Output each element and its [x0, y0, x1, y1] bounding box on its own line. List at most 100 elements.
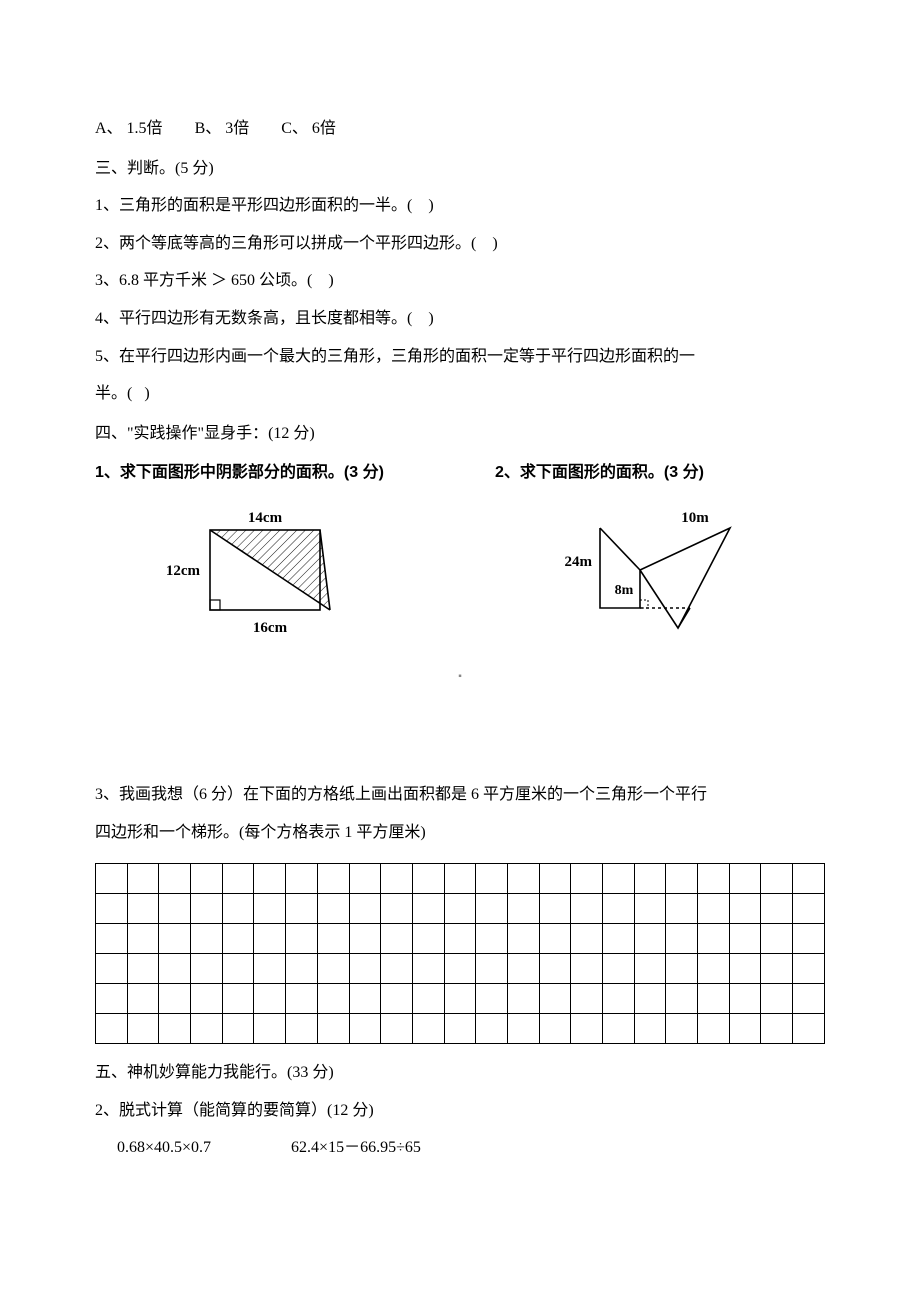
grid-cell	[381, 984, 413, 1014]
grid-cell	[571, 894, 603, 924]
grid-cell	[412, 864, 444, 894]
grid-cell	[127, 894, 159, 924]
figure-2-wrap: 10m 24m 8m	[495, 500, 825, 650]
grid-cell	[381, 864, 413, 894]
grid-cell	[698, 954, 730, 984]
grid-cell	[317, 924, 349, 954]
section-3-title: 三、判断。(5 分)	[95, 150, 825, 188]
grid-cell	[444, 924, 476, 954]
grid-cell	[96, 984, 128, 1014]
grid-cell	[476, 864, 508, 894]
grid-cell	[96, 894, 128, 924]
grid-cell	[666, 894, 698, 924]
grid-cell	[793, 1014, 825, 1044]
grid-cell	[761, 924, 793, 954]
grid-cell	[729, 984, 761, 1014]
grid-cell	[317, 984, 349, 1014]
grid-cell	[666, 864, 698, 894]
grid-cell	[317, 954, 349, 984]
grid-cell	[254, 954, 286, 984]
s4-sub1: 1、求下面图形中阴影部分的面积。(3 分)	[95, 454, 425, 492]
grid-cell	[539, 954, 571, 984]
expr-2: 62.4×15－66.95÷65	[291, 1129, 421, 1167]
grid-cell	[317, 1014, 349, 1044]
fig2-top-label: 10m	[681, 510, 709, 526]
grid-cell	[666, 924, 698, 954]
grid-cell	[222, 894, 254, 924]
grid-cell	[96, 954, 128, 984]
mc-opt-b: B、 3倍	[195, 120, 250, 137]
grid-cell	[286, 954, 318, 984]
grid-cell	[254, 1014, 286, 1044]
grid-cell	[634, 924, 666, 954]
grid-cell	[381, 1014, 413, 1044]
grid-cell	[539, 1014, 571, 1044]
grid-cell	[286, 924, 318, 954]
figure-1-wrap: 14cm 12cm 16cm	[95, 500, 425, 650]
grid-cell	[159, 864, 191, 894]
fig1-top-label: 14cm	[248, 510, 283, 526]
figure-row: 1、求下面图形中阴影部分的面积。(3 分) 14cm	[95, 454, 825, 650]
figure-1-svg: 14cm 12cm 16cm	[140, 500, 380, 650]
grid-cell	[444, 894, 476, 924]
mc-opt-a: A、 1.5倍	[95, 120, 163, 137]
grid-cell	[444, 1014, 476, 1044]
grid-cell	[222, 1014, 254, 1044]
grid-cell	[349, 954, 381, 984]
grid-cell	[571, 1014, 603, 1044]
grid-cell	[571, 864, 603, 894]
grid-cell	[603, 984, 635, 1014]
grid-cell	[254, 924, 286, 954]
grid-cell	[634, 984, 666, 1014]
grid-cell	[159, 894, 191, 924]
grid-cell	[254, 864, 286, 894]
s3-q2: 2、两个等底等高的三角形可以拼成一个平形四边形。( )	[95, 225, 825, 263]
mc-options-row: A、 1.5倍 B、 3倍 C、 6倍	[95, 110, 825, 148]
grid-cell	[127, 924, 159, 954]
grid-cell	[571, 984, 603, 1014]
grid-cell	[191, 864, 223, 894]
s3-q1: 1、三角形的面积是平形四边形面积的一半。( )	[95, 187, 825, 225]
answer-grid	[95, 863, 825, 1044]
grid-cell	[666, 954, 698, 984]
grid-cell	[286, 1014, 318, 1044]
grid-cell	[793, 924, 825, 954]
grid-cell	[222, 864, 254, 894]
grid-cell	[444, 954, 476, 984]
fig1-left-label: 12cm	[166, 563, 201, 579]
grid-cell	[761, 864, 793, 894]
grid-cell	[127, 1014, 159, 1044]
mc-opt-c: C、 6倍	[281, 120, 336, 137]
grid-cell	[222, 924, 254, 954]
grid-cell	[317, 864, 349, 894]
grid-cell	[698, 984, 730, 1014]
grid-cell	[793, 864, 825, 894]
grid-cell	[634, 954, 666, 984]
grid-cell	[191, 924, 223, 954]
section-5-title: 五、神机妙算能力我能行。(33 分)	[95, 1054, 825, 1092]
grid-cell	[96, 924, 128, 954]
grid-cell	[507, 924, 539, 954]
grid-cell	[444, 864, 476, 894]
s3-q4: 4、平行四边形有无数条高，且长度都相等。( )	[95, 300, 825, 338]
grid-cell	[254, 894, 286, 924]
s3-q5-line2: 半。( )	[95, 375, 825, 413]
grid-cell	[127, 864, 159, 894]
s5-sub2: 2、脱式计算（能简算的要简算）(12 分)	[95, 1092, 825, 1130]
grid-cell	[159, 954, 191, 984]
grid-cell	[666, 984, 698, 1014]
s4-sub2: 2、求下面图形的面积。(3 分)	[495, 454, 825, 492]
grid-cell	[286, 894, 318, 924]
grid-cell	[412, 954, 444, 984]
grid-cell	[507, 984, 539, 1014]
grid-cell	[191, 954, 223, 984]
grid-cell	[412, 1014, 444, 1044]
grid-cell	[698, 894, 730, 924]
grid-cell	[381, 954, 413, 984]
grid-cell	[349, 1014, 381, 1044]
grid-cell	[761, 1014, 793, 1044]
grid-cell	[761, 984, 793, 1014]
page-center-marker: ▪	[95, 672, 825, 682]
grid-cell	[349, 894, 381, 924]
grid-cell	[349, 864, 381, 894]
